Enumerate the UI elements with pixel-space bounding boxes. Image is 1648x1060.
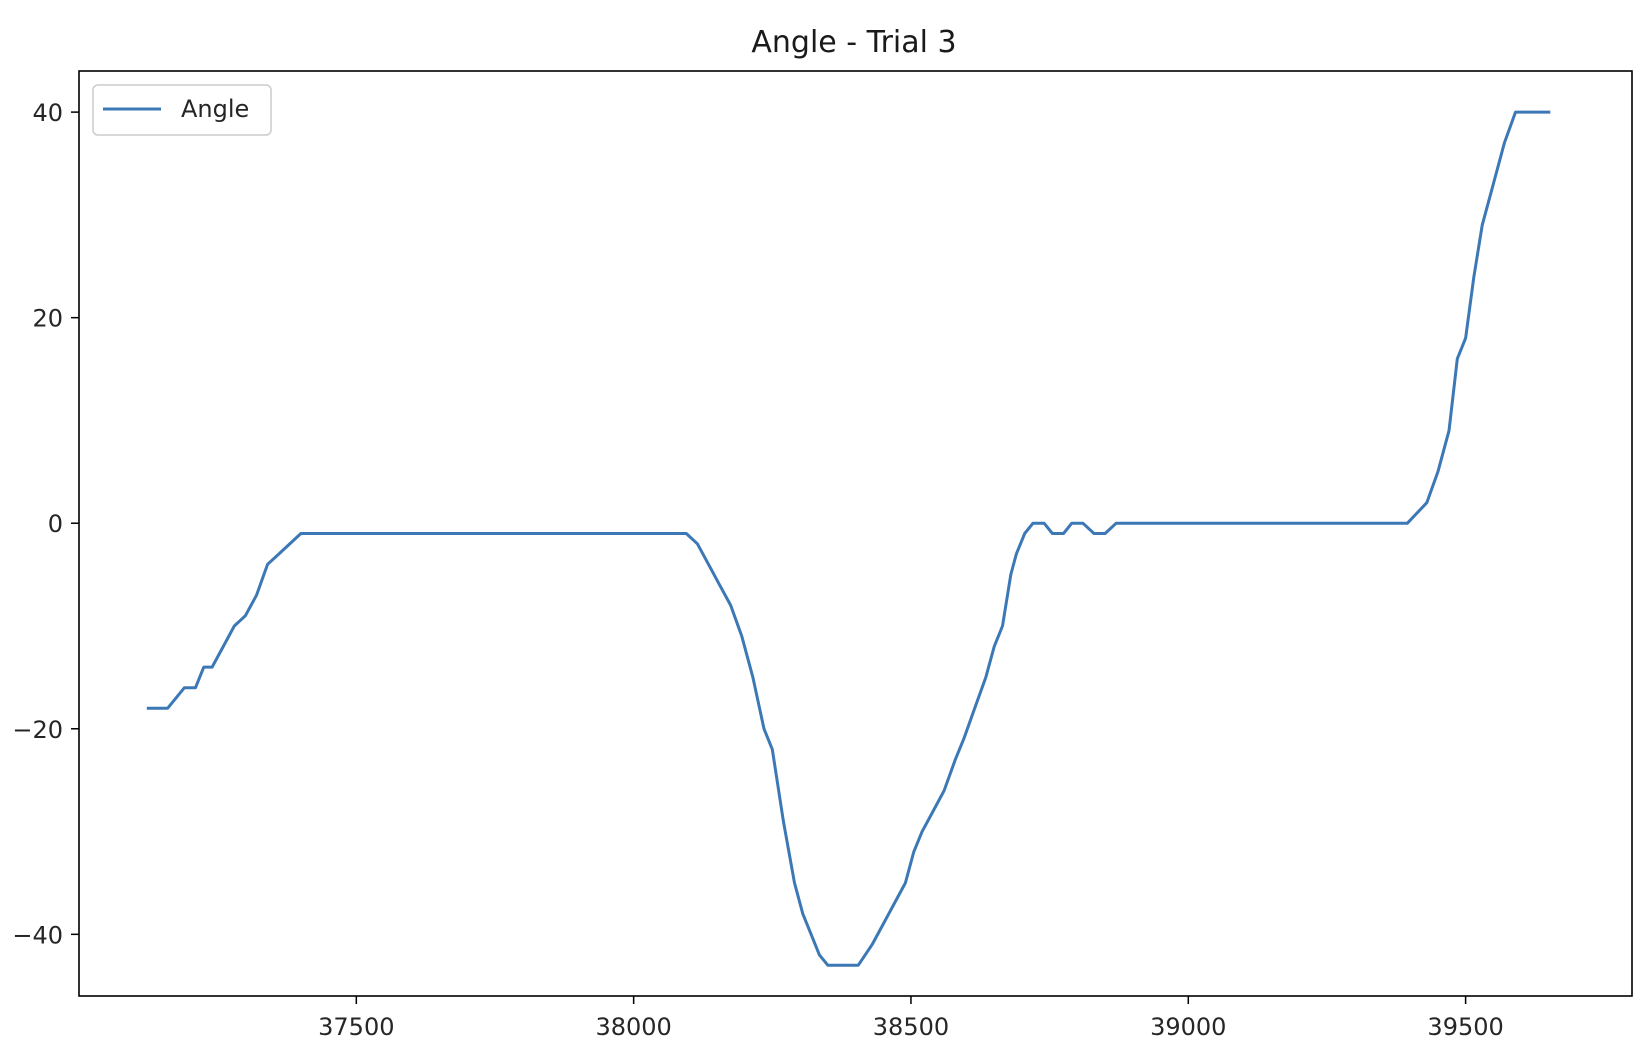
y-tick-label: 40 xyxy=(32,99,63,127)
y-axis: −40 −20 0 20 40 xyxy=(12,99,79,949)
x-tick-label: 38000 xyxy=(595,1013,671,1041)
series-line-angle xyxy=(146,110,1551,967)
chart-title: Angle - Trial 3 xyxy=(751,25,956,60)
y-tick-label: 20 xyxy=(32,305,63,333)
x-tick-label: 39000 xyxy=(1150,1013,1226,1041)
x-tick-label: 37500 xyxy=(318,1013,394,1041)
y-tick-label: 0 xyxy=(48,510,63,538)
x-tick-label: 38500 xyxy=(873,1013,949,1041)
legend: Angle xyxy=(92,84,272,136)
series-layer xyxy=(146,110,1551,967)
plot-frame xyxy=(78,70,1633,997)
legend-box xyxy=(92,84,272,136)
x-axis: 37500 38000 38500 39000 39500 xyxy=(318,996,1504,1041)
y-tick-label: −20 xyxy=(12,716,63,744)
legend-label-angle: Angle xyxy=(181,95,249,123)
x-tick-label: 39500 xyxy=(1427,1013,1503,1041)
y-tick-label: −40 xyxy=(12,921,63,949)
